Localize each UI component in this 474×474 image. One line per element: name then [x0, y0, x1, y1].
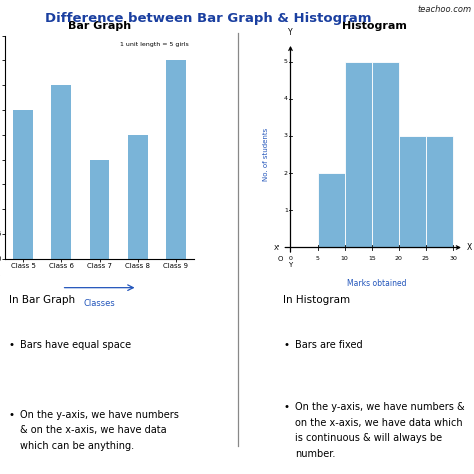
Bar — [372, 62, 399, 247]
Bar — [426, 136, 453, 247]
Text: 3: 3 — [284, 134, 288, 138]
Text: •: • — [9, 340, 15, 350]
Text: •: • — [9, 410, 15, 419]
Text: 5: 5 — [316, 255, 319, 261]
Text: 30: 30 — [449, 255, 457, 261]
Text: 5: 5 — [284, 59, 288, 64]
Text: X: X — [466, 243, 472, 252]
Text: 1: 1 — [284, 208, 288, 213]
Bar — [52, 85, 71, 259]
Text: Bars are fixed: Bars are fixed — [295, 340, 363, 350]
Text: On the y-axis, we have numbers &
on the x-axis, we have data which
is continuous: On the y-axis, we have numbers & on the … — [295, 402, 465, 459]
Bar — [128, 135, 147, 259]
Text: O: O — [278, 255, 283, 262]
Text: On the y-axis, we have numbers
& on the x-axis, we have data
which can be anythi: On the y-axis, we have numbers & on the … — [20, 410, 179, 451]
Text: Bars have equal space: Bars have equal space — [20, 340, 131, 350]
Text: Y: Y — [288, 262, 292, 268]
Text: •: • — [283, 402, 290, 412]
Text: In Histogram: In Histogram — [283, 294, 351, 305]
Bar — [13, 110, 33, 259]
Text: 0: 0 — [289, 255, 292, 261]
Text: In Bar Graph: In Bar Graph — [9, 294, 75, 305]
Text: 25: 25 — [422, 255, 430, 261]
Title: Bar Graph: Bar Graph — [68, 20, 131, 31]
Text: teachoo.com: teachoo.com — [418, 5, 472, 14]
Text: Classes: Classes — [84, 299, 115, 308]
Text: No. of students: No. of students — [263, 128, 269, 181]
Text: Y: Y — [288, 28, 293, 37]
Text: Difference between Bar Graph & Histogram: Difference between Bar Graph & Histogram — [46, 12, 372, 25]
Text: X': X' — [274, 245, 281, 250]
Text: Marks obtained: Marks obtained — [347, 279, 407, 288]
Bar — [90, 159, 109, 259]
Title: Histogram: Histogram — [342, 20, 407, 31]
Text: 20: 20 — [395, 255, 403, 261]
Bar — [345, 62, 372, 247]
Bar — [399, 136, 426, 247]
Text: 2: 2 — [284, 171, 288, 176]
Text: 1 unit length = 5 girls: 1 unit length = 5 girls — [120, 42, 189, 47]
Text: 15: 15 — [368, 255, 375, 261]
Text: 10: 10 — [341, 255, 348, 261]
Bar — [318, 173, 345, 247]
Text: 4: 4 — [284, 96, 288, 101]
Bar — [166, 60, 186, 259]
Text: •: • — [283, 340, 290, 350]
